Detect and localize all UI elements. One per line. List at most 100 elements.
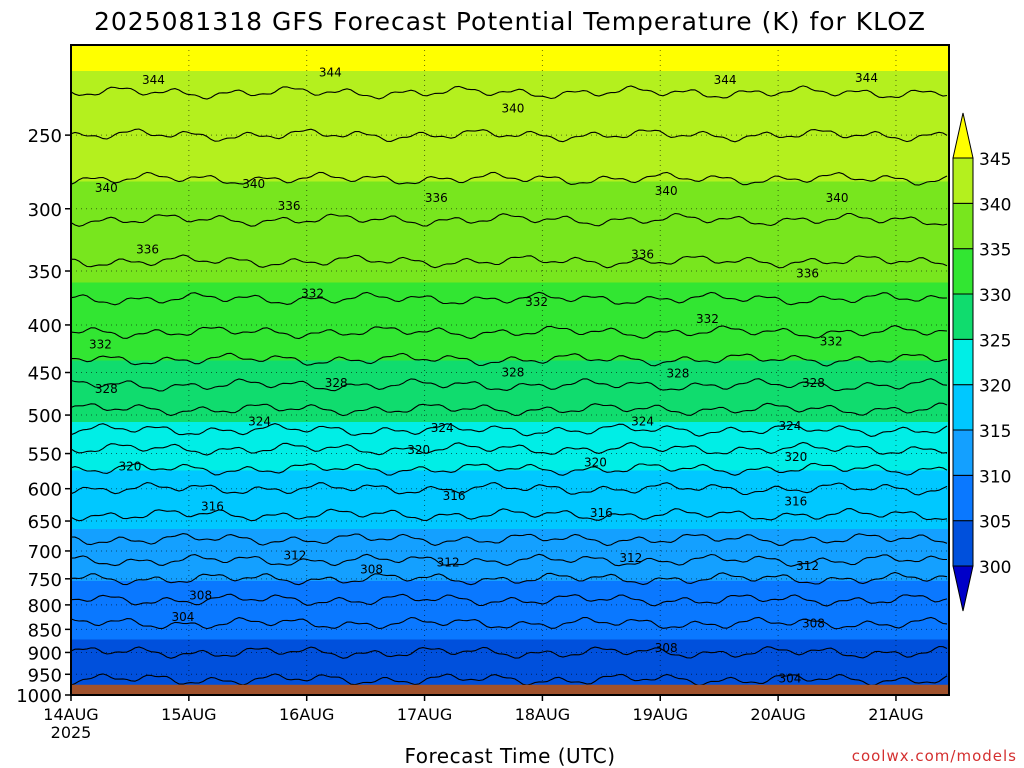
- contour-label: 328: [95, 382, 118, 396]
- isotherm-310: [71, 571, 948, 586]
- contour-label: 320: [784, 450, 807, 464]
- contour-label: 312: [796, 559, 819, 573]
- isotherm-330: [71, 352, 948, 367]
- contour-label: 340: [655, 184, 678, 198]
- contour-label: 336: [631, 248, 654, 262]
- contour-label: 332: [820, 335, 843, 349]
- contour-label: 344: [714, 73, 737, 87]
- contour-label: 316: [443, 489, 466, 503]
- isotherm-324: [71, 423, 948, 437]
- y-tick-label: 650: [28, 512, 62, 533]
- credit-label: coolwx.com/models: [852, 747, 1017, 765]
- isotherm-342: [71, 128, 948, 143]
- contour-label: 344: [855, 71, 878, 85]
- colorbar-segment: [952, 202, 974, 250]
- colorbar-segment: [952, 520, 974, 567]
- contour-label: 344: [142, 73, 165, 87]
- contour-label: 340: [501, 101, 524, 115]
- grid-lines: [71, 45, 949, 695]
- colorbar-segment: [952, 474, 974, 522]
- contour-label: 304: [778, 672, 801, 686]
- y-tick-label: 600: [28, 480, 62, 501]
- x-tick-label: 21AUG: [868, 705, 923, 724]
- x-tick-label: 17AUG: [397, 705, 452, 724]
- y-tick-label: 550: [28, 445, 62, 466]
- y-tick-label: 750: [28, 570, 62, 591]
- contour-label: 308: [189, 589, 212, 603]
- colorbar-segment: [952, 293, 974, 340]
- colorbar-label: 345: [979, 150, 1011, 170]
- contour-label: 308: [655, 641, 678, 655]
- y-tick-label: 850: [28, 620, 62, 641]
- contour-label: 340: [826, 191, 849, 205]
- isotherm-340: [71, 171, 948, 186]
- contour-label: 340: [95, 181, 118, 195]
- isotherm-312: [71, 553, 947, 567]
- y-tick-label: 500: [28, 406, 62, 427]
- x-year-label: 2025: [51, 723, 92, 742]
- colorbar-label: 300: [979, 558, 1011, 578]
- contour-label: 332: [696, 312, 719, 326]
- x-tick-label: 18AUG: [515, 705, 570, 724]
- isotherm-302: [71, 673, 948, 687]
- contour-label: 328: [666, 366, 689, 380]
- colorbar-label: 305: [979, 513, 1011, 533]
- contour-label: 304: [172, 610, 195, 624]
- x-tick-label: 20AUG: [750, 705, 805, 724]
- x-tick-label: 16AUG: [279, 705, 334, 724]
- colorbar-label: 320: [979, 377, 1011, 397]
- contour-label: 320: [407, 443, 430, 457]
- x-tick-label: 15AUG: [161, 705, 216, 724]
- isotherm-328: [71, 378, 948, 392]
- colorbar-segment: [952, 248, 974, 295]
- ground-surface: [71, 684, 949, 695]
- isotherm-336: [71, 254, 948, 269]
- contour-label: 332: [301, 286, 324, 300]
- contour-label: 332: [89, 338, 112, 352]
- isotherm-320: [71, 462, 948, 476]
- isotherm-304: [71, 645, 948, 659]
- contour-label: 324: [248, 414, 271, 428]
- y-tick-label: 450: [28, 364, 62, 385]
- isotherm-338: [71, 212, 948, 227]
- contour-label: 316: [590, 506, 613, 520]
- x-tick-label: 19AUG: [633, 705, 688, 724]
- contour-label: 344: [319, 65, 342, 79]
- contour-label: 312: [437, 555, 460, 569]
- chart-title: 2025081318 GFS Forecast Potential Temper…: [94, 7, 926, 36]
- y-tick-label: 700: [28, 542, 62, 563]
- contour-label: 320: [118, 460, 141, 474]
- contour-label: 308: [360, 563, 383, 577]
- contour-label: 336: [136, 243, 159, 257]
- colorbar-label: 325: [979, 331, 1011, 351]
- contour-label: 308: [802, 617, 825, 631]
- contour-label: 332: [525, 295, 548, 309]
- contour-label: 336: [425, 191, 448, 205]
- temperature-field: [71, 45, 949, 695]
- isotherm-contours: [71, 85, 948, 687]
- colorbar-segment: [952, 429, 974, 476]
- colorbar-label: 310: [979, 467, 1011, 487]
- contour-label: 336: [796, 266, 819, 280]
- isotherm-326: [71, 402, 948, 417]
- colorbar-segment: [952, 384, 974, 431]
- contour-label: 316: [784, 494, 807, 508]
- contour-label: 312: [619, 551, 642, 565]
- contour-label: 324: [778, 419, 801, 433]
- contour-label: 316: [201, 499, 224, 513]
- isotherm-334: [71, 291, 948, 306]
- pressure-axis: 2503003504004505005506006507007508008509…: [16, 126, 71, 707]
- contour-label: 324: [631, 414, 654, 428]
- y-tick-label: 250: [28, 126, 62, 147]
- x-tick-label: 14AUG: [43, 705, 98, 724]
- isotherm-306: [71, 616, 948, 630]
- colorbar-segment: [952, 338, 974, 386]
- contour-label: 324: [431, 421, 454, 435]
- isotherm-344: [71, 85, 948, 100]
- colorbar-over-triangle: [952, 112, 974, 159]
- contour-label: 336: [278, 199, 301, 213]
- y-tick-label: 950: [28, 665, 62, 686]
- plot-frame: [70, 44, 950, 696]
- y-tick-label: 900: [28, 643, 62, 664]
- time-axis: 14AUG 15AUG 16AUG 17AUG 18AUG 19AUG 20AUG 21AUG: [43, 695, 924, 724]
